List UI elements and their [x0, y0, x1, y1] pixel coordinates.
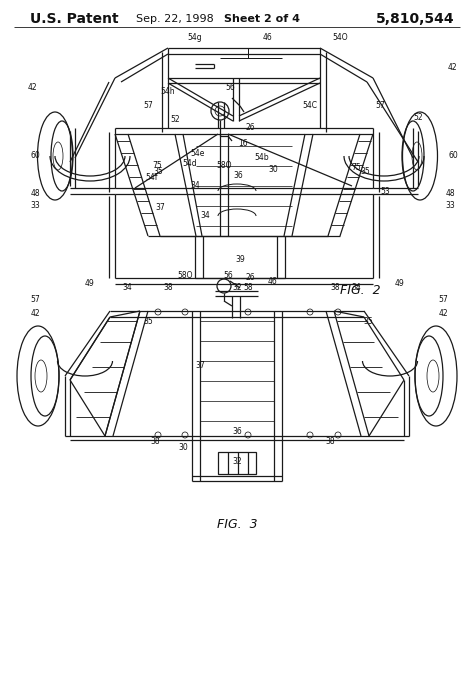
- Text: 49: 49: [395, 278, 405, 287]
- Text: 5,810,544: 5,810,544: [376, 12, 455, 26]
- Text: 60: 60: [30, 152, 40, 161]
- Text: 16: 16: [238, 139, 248, 148]
- Text: 42: 42: [27, 84, 37, 93]
- Text: 38: 38: [330, 283, 340, 292]
- Text: Sep. 22, 1998: Sep. 22, 1998: [136, 14, 214, 24]
- Text: 58O: 58O: [177, 271, 193, 280]
- Text: 38: 38: [150, 436, 160, 445]
- Bar: [218, 452, 256, 474]
- Text: 54b: 54b: [255, 154, 269, 162]
- Text: 30: 30: [178, 443, 188, 452]
- Text: FIG.  2: FIG. 2: [340, 285, 380, 297]
- Text: 58O: 58O: [216, 161, 232, 171]
- Text: 37: 37: [155, 203, 165, 212]
- Text: 33: 33: [445, 200, 455, 209]
- Text: 52: 52: [413, 113, 423, 122]
- Text: 57: 57: [143, 102, 153, 111]
- Text: 32: 32: [232, 457, 242, 466]
- Text: 58: 58: [243, 283, 253, 292]
- Text: 54O: 54O: [332, 33, 348, 42]
- Text: 32: 32: [232, 283, 242, 292]
- Text: 35: 35: [153, 166, 163, 175]
- Text: 60: 60: [448, 152, 458, 161]
- Text: 54C: 54C: [302, 102, 318, 111]
- Text: 56: 56: [223, 271, 233, 280]
- Text: 54d: 54d: [182, 159, 197, 168]
- Text: 46: 46: [263, 33, 273, 42]
- Text: 34: 34: [351, 283, 361, 292]
- Text: 39: 39: [235, 255, 245, 264]
- Text: 35: 35: [360, 166, 370, 175]
- Text: 35: 35: [363, 317, 373, 326]
- Text: 36: 36: [232, 427, 242, 436]
- Text: 36: 36: [233, 171, 243, 180]
- Text: 46: 46: [268, 276, 278, 285]
- Text: 37: 37: [195, 361, 205, 370]
- Text: 54h: 54h: [161, 86, 175, 95]
- Text: 57: 57: [375, 102, 385, 111]
- Text: 30: 30: [268, 166, 278, 175]
- Text: 34: 34: [190, 182, 200, 191]
- Text: FIG.  3: FIG. 3: [217, 518, 257, 530]
- Text: 48: 48: [445, 189, 455, 198]
- Text: 42: 42: [30, 308, 40, 317]
- Text: 75: 75: [351, 164, 361, 173]
- Text: 54f: 54f: [146, 173, 158, 182]
- Text: 34: 34: [200, 212, 210, 221]
- Text: 34: 34: [122, 283, 132, 292]
- Text: 53: 53: [380, 187, 390, 196]
- Text: 33: 33: [30, 200, 40, 209]
- Text: 52: 52: [170, 116, 180, 125]
- Text: U.S. Patent: U.S. Patent: [30, 12, 118, 26]
- Text: 38: 38: [325, 436, 335, 445]
- Text: 57: 57: [30, 296, 40, 305]
- Text: 54e: 54e: [191, 148, 205, 157]
- Text: Sheet 2 of 4: Sheet 2 of 4: [224, 14, 300, 24]
- Text: 48: 48: [30, 189, 40, 198]
- Text: 35: 35: [143, 317, 153, 326]
- Text: 56: 56: [225, 84, 235, 93]
- Text: 49: 49: [85, 278, 95, 287]
- Text: 42: 42: [447, 63, 457, 72]
- Text: 42: 42: [438, 308, 448, 317]
- Text: 26: 26: [245, 274, 255, 283]
- Text: 38: 38: [163, 283, 173, 292]
- Text: 75: 75: [152, 161, 162, 171]
- Text: 57: 57: [438, 296, 448, 305]
- Text: 54g: 54g: [188, 33, 202, 42]
- Text: 26: 26: [245, 123, 255, 132]
